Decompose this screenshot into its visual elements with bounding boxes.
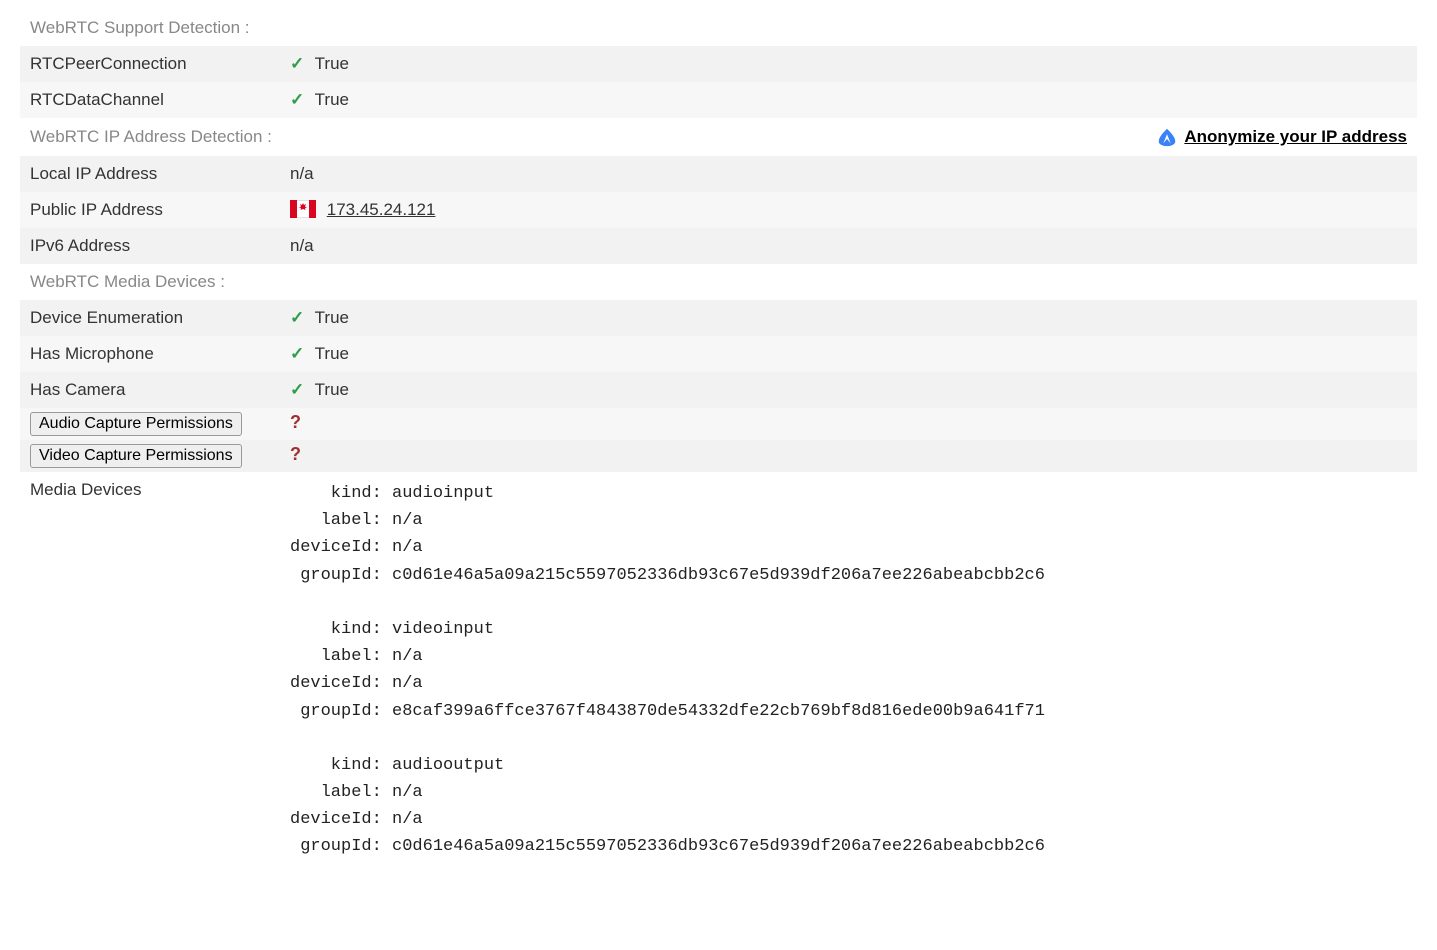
label-media-devices: Media Devices [20, 472, 280, 869]
ip-table: Local IP Address n/a Public IP Address 1… [20, 156, 1417, 264]
label-local-ip: Local IP Address [20, 156, 280, 192]
value-has-microphone: True [315, 344, 349, 363]
section-header-media: WebRTC Media Devices : [20, 264, 1417, 300]
section-header-support: WebRTC Support Detection : [20, 10, 1417, 46]
label-device-enumeration: Device Enumeration [20, 300, 280, 336]
row-rtcdatachannel: RTCDataChannel ✓ True [20, 82, 1417, 118]
label-public-ip: Public IP Address [20, 192, 280, 228]
label-has-camera: Has Camera [20, 372, 280, 408]
canada-flag-icon [290, 200, 316, 218]
row-audio-permissions: Audio Capture Permissions ? [20, 408, 1417, 440]
row-media-devices: Media Devices kind: audioinput label: n/… [20, 472, 1417, 869]
section-title-media: WebRTC Media Devices : [30, 272, 225, 292]
anonymize-ip-label: Anonymize your IP address [1184, 127, 1407, 147]
section-header-ip: WebRTC IP Address Detection : Anonymize … [20, 118, 1417, 156]
row-ipv6: IPv6 Address n/a [20, 228, 1417, 264]
value-has-camera: True [315, 380, 349, 399]
video-capture-permissions-button[interactable]: Video Capture Permissions [30, 444, 242, 468]
value-local-ip: n/a [280, 156, 1417, 192]
vpn-logo-icon [1156, 126, 1178, 148]
row-local-ip: Local IP Address n/a [20, 156, 1417, 192]
media-table: Device Enumeration ✓ True Has Microphone… [20, 300, 1417, 869]
audio-capture-permissions-button[interactable]: Audio Capture Permissions [30, 412, 242, 436]
question-icon: ? [290, 412, 301, 432]
section-title-support: WebRTC Support Detection : [30, 18, 250, 38]
row-has-microphone: Has Microphone ✓ True [20, 336, 1417, 372]
label-rtcdatachannel: RTCDataChannel [20, 82, 280, 118]
section-title-ip: WebRTC IP Address Detection : [30, 127, 272, 147]
anonymize-ip-link[interactable]: Anonymize your IP address [1156, 126, 1407, 148]
question-icon: ? [290, 444, 301, 464]
check-icon: ✓ [290, 344, 304, 363]
row-device-enumeration: Device Enumeration ✓ True [20, 300, 1417, 336]
label-rtcpeerconnection: RTCPeerConnection [20, 46, 280, 82]
label-has-microphone: Has Microphone [20, 336, 280, 372]
value-ipv6: n/a [280, 228, 1417, 264]
value-rtcpeerconnection: True [315, 54, 349, 73]
check-icon: ✓ [290, 90, 304, 109]
value-device-enumeration: True [315, 308, 349, 327]
check-icon: ✓ [290, 308, 304, 327]
support-table: RTCPeerConnection ✓ True RTCDataChannel … [20, 46, 1417, 118]
label-ipv6: IPv6 Address [20, 228, 280, 264]
check-icon: ✓ [290, 54, 304, 73]
row-rtcpeerconnection: RTCPeerConnection ✓ True [20, 46, 1417, 82]
check-icon: ✓ [290, 380, 304, 399]
row-video-permissions: Video Capture Permissions ? [20, 440, 1417, 472]
value-rtcdatachannel: True [315, 90, 349, 109]
row-has-camera: Has Camera ✓ True [20, 372, 1417, 408]
media-devices-output: kind: audioinput label: n/a deviceId: n/… [290, 480, 1407, 861]
row-public-ip: Public IP Address 173.45.24.121 [20, 192, 1417, 228]
public-ip-link[interactable]: 173.45.24.121 [327, 200, 436, 219]
